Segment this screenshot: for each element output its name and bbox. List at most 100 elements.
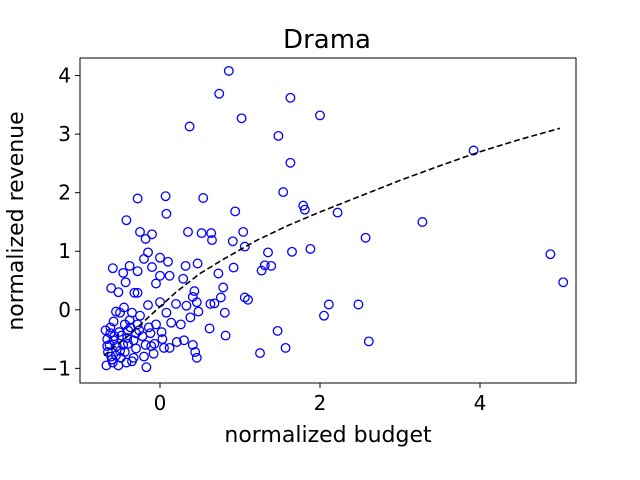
scatter-point [159, 342, 169, 353]
scatter-point [156, 327, 167, 338]
scatter-point [105, 322, 116, 333]
scatter-point [236, 113, 247, 124]
scatter-point [206, 228, 217, 239]
scatter-point [164, 342, 175, 353]
scatter-point [145, 328, 156, 339]
scatter-point [171, 337, 182, 347]
scatter-point [131, 343, 141, 354]
scatter-point [143, 300, 153, 311]
scatter-point [272, 325, 283, 336]
scatter-point [305, 243, 316, 254]
y-tick-label: 1 [58, 239, 71, 263]
scatter-point [239, 241, 250, 252]
scatter-point [213, 268, 224, 279]
scatter-point [263, 247, 273, 258]
scatter-point [129, 287, 140, 298]
scatter-point [191, 352, 202, 363]
scatter-point [121, 215, 132, 226]
scatter-point [106, 351, 117, 362]
scatter-point [256, 265, 267, 276]
scatter-point [160, 191, 171, 202]
scatter-point [243, 294, 253, 305]
scatter-point [273, 130, 284, 141]
scatter-point [239, 292, 250, 303]
scatter-point [332, 207, 343, 218]
scatter-point [204, 323, 215, 334]
scatter-point [161, 307, 172, 318]
scatter-point [164, 270, 175, 281]
scatter-point [175, 319, 186, 330]
scatter-point [163, 256, 173, 267]
y-tick-label: 0 [58, 298, 71, 322]
trend-line [103, 127, 561, 357]
scatter-point [127, 356, 137, 367]
x-axis-ticks: 0 2 4 [154, 383, 487, 415]
scatter-point [223, 65, 234, 76]
y-tick-label: 2 [58, 181, 71, 205]
scatter-point [207, 235, 217, 246]
scatter-point [181, 300, 192, 311]
scatter-point [141, 362, 152, 373]
scatter-point [124, 260, 135, 271]
scatter-point [123, 338, 133, 349]
scatter-point [468, 145, 479, 156]
y-tick-label: 4 [58, 64, 71, 88]
x-tick-label: 2 [314, 391, 327, 415]
scatter-point [135, 226, 145, 237]
scatter-point [179, 335, 189, 346]
scatter-point [220, 330, 231, 341]
scatter-point [278, 187, 289, 198]
scatter-point [353, 299, 364, 310]
scatter-point [189, 286, 200, 297]
scatter-point [171, 298, 181, 309]
x-tick-label: 4 [474, 391, 487, 415]
scatter-point [155, 252, 165, 263]
scatter-point [125, 322, 136, 333]
scatter-point [205, 298, 216, 309]
scatter-point [192, 258, 203, 269]
x-axis-label: normalized budget [224, 423, 432, 448]
scatter-point [266, 260, 277, 271]
scatter-point [111, 306, 121, 317]
scatter-point [259, 260, 270, 271]
scatter-point [151, 278, 161, 289]
scatter-point [140, 233, 151, 244]
scatter-point [140, 339, 151, 350]
scatter-point [122, 332, 133, 343]
scatter-point [363, 336, 374, 347]
scatter-point [120, 277, 131, 288]
scatter-point [155, 297, 165, 308]
scatter-point [161, 208, 172, 219]
y-axis-ticks: −1 0 1 2 3 4 [42, 64, 80, 380]
x-tick-label: 0 [154, 391, 167, 415]
scatter-point [285, 92, 296, 103]
scatter-point [119, 347, 130, 357]
scatter-point [215, 292, 226, 303]
scatter-point [139, 351, 149, 362]
scatter-point [323, 299, 334, 310]
scatter-point [280, 342, 291, 353]
scatter-point [114, 327, 125, 338]
scatter-point [128, 335, 139, 346]
scatter-point [214, 88, 225, 99]
chart-title: Drama [283, 25, 371, 55]
scatter-point [147, 229, 157, 240]
scatter-point [558, 277, 569, 288]
scatter-point [228, 262, 239, 273]
scatter-point [191, 297, 202, 308]
scatter-point [319, 310, 329, 321]
scatter-point [193, 306, 204, 317]
scatter-point [238, 226, 249, 237]
scatter-point [255, 348, 265, 359]
scatter-point [183, 226, 193, 237]
scatter-point [113, 287, 124, 298]
scatter-point [124, 315, 135, 326]
scatter-point [107, 357, 118, 368]
scatter-point [155, 270, 165, 281]
scatter-point [118, 267, 129, 278]
y-tick-label: −1 [42, 356, 71, 380]
scatter-point [285, 157, 296, 168]
scatter-point [545, 249, 556, 260]
scatter-point [187, 339, 198, 350]
